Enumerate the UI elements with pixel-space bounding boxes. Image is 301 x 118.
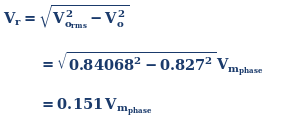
Text: $\mathbf{V_r = \sqrt{V_{o_{rms}}^{\,2} - V_o^{\,2}}}$: $\mathbf{V_r = \sqrt{V_{o_{rms}}^{\,2} -… [3, 4, 129, 32]
Text: $\mathbf{= 0.151\,V_{m_{phase}}}$: $\mathbf{= 0.151\,V_{m_{phase}}}$ [39, 97, 153, 118]
Text: $\mathbf{= \sqrt{0.84068^2 - 0.827^2}\,V_{m_{phase}}}$: $\mathbf{= \sqrt{0.84068^2 - 0.827^2}\,V… [39, 51, 264, 79]
